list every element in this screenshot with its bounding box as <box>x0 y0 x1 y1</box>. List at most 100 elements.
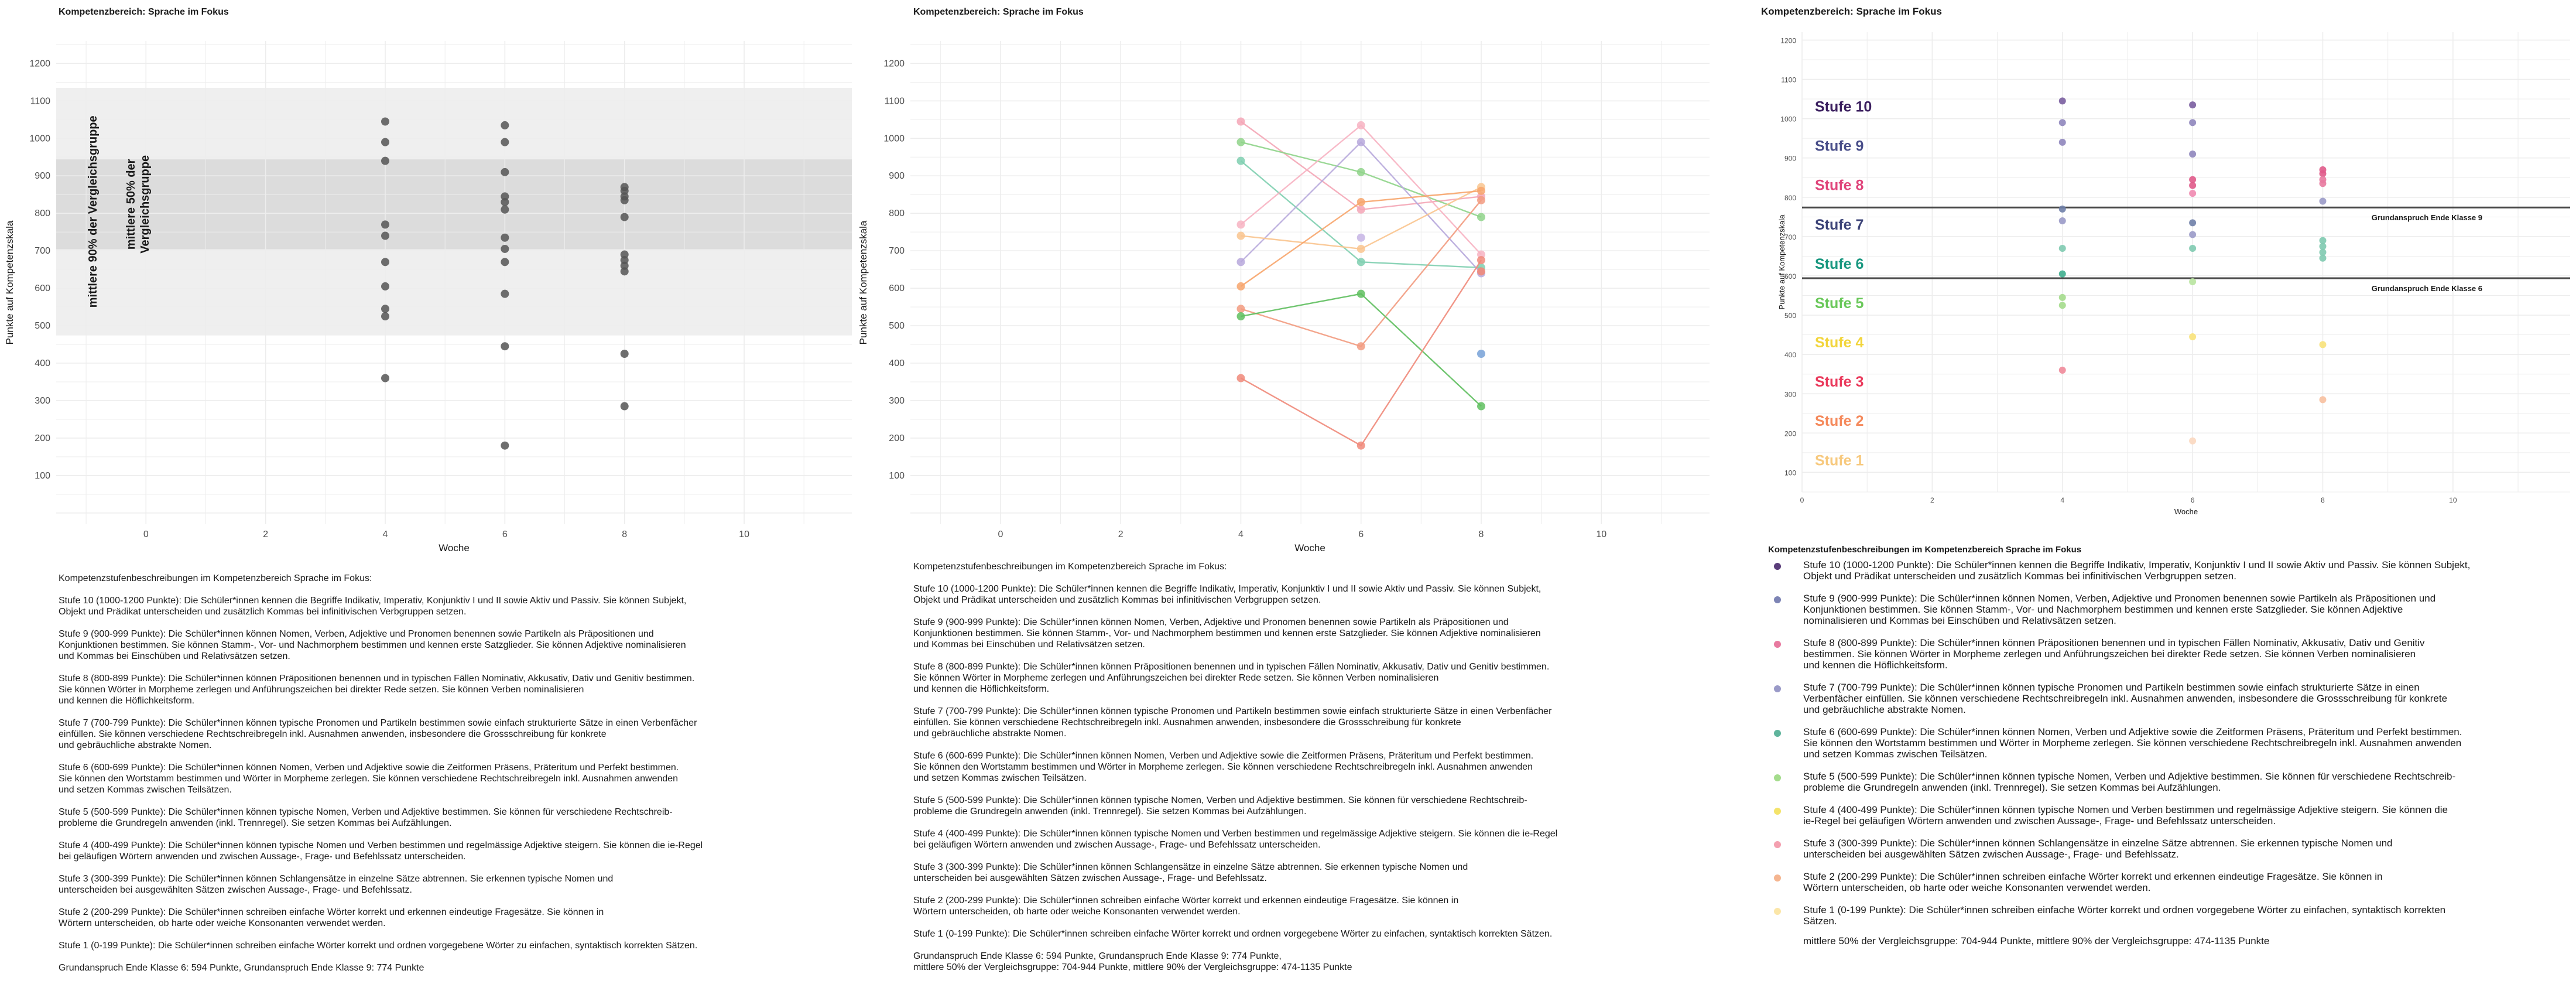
legend-dot-icon <box>1774 908 1781 915</box>
data-point <box>2189 231 2197 238</box>
x-tick-label: 0 <box>143 529 149 539</box>
data-point <box>381 220 389 229</box>
legend-item: Stufe 4 (400-499 Punkte): Die Schüler*in… <box>1768 804 2576 826</box>
data-point <box>1356 233 1365 242</box>
legend-dot-icon <box>1774 596 1781 603</box>
gridlines <box>1801 32 2570 493</box>
data-point <box>620 261 629 270</box>
band-50-label: Vergleichsgruppe <box>139 155 152 254</box>
y-tick-label: 200 <box>35 433 50 443</box>
data-point <box>1477 186 1485 195</box>
data-point <box>620 196 629 204</box>
data-point <box>1236 138 1245 146</box>
data-point <box>2189 278 2197 286</box>
data-point <box>2319 248 2327 256</box>
data-point <box>381 258 389 267</box>
level-legend: Stufe 10 (1000-1200 Punkte): Die Schüler… <box>1768 559 2576 947</box>
data-point <box>2319 237 2327 244</box>
data-point <box>381 374 389 382</box>
band-90-label: mittlere 90% der Vergleichsgruppe <box>87 115 100 308</box>
data-point <box>2058 302 2066 309</box>
y-tick-label: 600 <box>1784 272 1796 281</box>
data-point <box>2058 217 2066 225</box>
x-axis-label: Woche <box>439 542 470 554</box>
data-point <box>1477 402 1485 411</box>
legend-footer: mittlere 50% der Vergleichsgruppe: 704-9… <box>1803 935 2270 947</box>
data-point <box>2319 341 2327 349</box>
data-point <box>501 192 509 201</box>
legend-item: Stufe 8 (800-899 Punkte): Die Schüler*in… <box>1768 637 2576 671</box>
data-point <box>2189 150 2197 158</box>
level-label: Stufe 8 <box>1815 177 1864 194</box>
legend-dot-icon <box>1774 774 1781 781</box>
data-point <box>2319 170 2327 177</box>
data-point <box>2058 97 2066 105</box>
data-point <box>1477 196 1485 204</box>
x-tick-label: 8 <box>1479 529 1484 539</box>
y-tick-label: 1000 <box>29 134 50 144</box>
y-tick-label: 900 <box>1784 155 1796 163</box>
y-tick-label: 500 <box>35 321 50 331</box>
y-tick-label: 1000 <box>883 134 905 144</box>
gridlines <box>910 41 1710 524</box>
data-point <box>2189 101 2197 109</box>
y-tick-label: 1100 <box>30 96 51 106</box>
data-point <box>2058 138 2066 146</box>
data-point <box>2189 182 2197 189</box>
data-point <box>1356 198 1365 206</box>
data-point <box>1236 258 1245 267</box>
legend-item: Stufe 9 (900-999 Punkte): Die Schüler*in… <box>1768 593 2576 626</box>
x-tick-label: 2 <box>1930 496 1934 504</box>
y-tick-label: 900 <box>889 171 905 181</box>
data-point <box>501 441 509 450</box>
data-point <box>1477 250 1485 259</box>
legend-dot-icon <box>1774 874 1781 882</box>
legend-item-text: Stufe 5 (500-599 Punkte): Die Schüler*in… <box>1803 771 2456 793</box>
x-tick-label: 10 <box>2449 496 2457 504</box>
data-point <box>1356 121 1365 129</box>
level-label: Stufe 10 <box>1815 98 1872 115</box>
x-tick-label: 6 <box>2191 496 2195 504</box>
y-axis-label: Punkte auf Kompetenzskala <box>1777 214 1786 310</box>
band-scatter-chart: 100 200 300 400 500 600 700 800 900 1000 1100 1200 0… <box>4 41 852 554</box>
data-point <box>501 198 509 206</box>
legend-item: Stufe 1 (0-199 Punkte): Die Schüler*inne… <box>1768 904 2576 927</box>
x-tick-label: 8 <box>622 529 627 539</box>
y-tick-label: 1100 <box>1781 76 1796 84</box>
data-point <box>1477 267 1485 276</box>
data-point <box>501 233 509 242</box>
y-tick-label: 1200 <box>883 59 905 69</box>
level-label: Stufe 6 <box>1815 256 1864 272</box>
x-tick-label: 6 <box>502 529 508 539</box>
y-tick-label: 800 <box>889 209 905 218</box>
y-tick-label: 1100 <box>885 96 905 106</box>
legend-dot-icon <box>1774 641 1781 648</box>
y-tick-label: 200 <box>1784 429 1796 438</box>
y-tick-label: 100 <box>1784 469 1796 477</box>
data-point <box>2319 180 2327 187</box>
y-tick-label: 900 <box>35 171 50 181</box>
x-tick-label: 6 <box>1358 529 1364 539</box>
legend-dot-icon <box>1774 730 1781 737</box>
legend-item: Stufe 10 (1000-1200 Punkte): Die Schüler… <box>1768 559 2576 582</box>
data-point <box>501 121 509 129</box>
y-tick-label: 300 <box>35 396 50 406</box>
x-tick-label: 2 <box>1118 529 1123 539</box>
data-point <box>1236 374 1245 382</box>
y-axis-label: Punkte auf Kompetenzskala <box>858 220 869 344</box>
reference-line-label: Grundanspruch Ende Klasse 9 <box>2372 213 2482 222</box>
data-point <box>501 168 509 176</box>
legend-title: Kompetenzstufenbeschreibungen im Kompete… <box>1768 545 2082 555</box>
data-point <box>2319 242 2327 250</box>
level-label: Stufe 5 <box>1815 295 1864 312</box>
data-point <box>2058 205 2066 213</box>
data-point <box>2319 254 2327 262</box>
data-point <box>1236 312 1245 321</box>
level-label: Stufe 9 <box>1815 138 1864 155</box>
y-tick-label: 400 <box>889 358 905 368</box>
y-tick-label: 800 <box>1784 194 1796 202</box>
y-tick-label: 1200 <box>29 59 50 69</box>
data-point <box>381 156 389 165</box>
y-tick-label: 300 <box>1784 390 1796 398</box>
data-point <box>1356 205 1365 214</box>
